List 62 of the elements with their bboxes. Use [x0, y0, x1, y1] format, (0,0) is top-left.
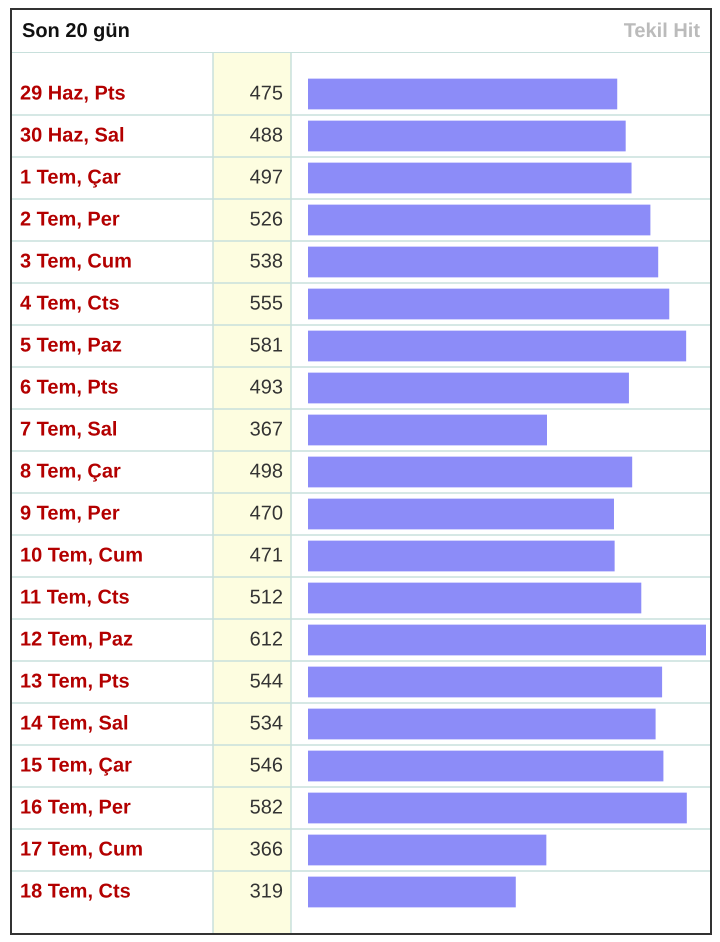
y-tick-label: 3 Tem, Cum — [20, 250, 132, 273]
bar — [308, 792, 687, 824]
bar — [308, 204, 650, 236]
data-label: 493 — [250, 376, 283, 399]
y-tick-label: 15 Tem, Çar — [20, 754, 132, 777]
y-tick-label: 6 Tem, Pts — [20, 376, 119, 399]
y-tick-label: 14 Tem, Sal — [20, 712, 129, 735]
y-tick-label: 8 Tem, Çar — [20, 460, 121, 483]
data-label: 498 — [250, 460, 283, 483]
data-label: 512 — [250, 586, 283, 609]
data-label: 534 — [250, 712, 283, 735]
data-label: 497 — [250, 166, 283, 189]
bar — [308, 876, 516, 908]
y-tick-label: 17 Tem, Cum — [20, 838, 143, 861]
y-tick-label: 4 Tem, Cts — [20, 292, 120, 315]
bar — [308, 246, 658, 278]
bar — [308, 78, 618, 110]
data-label: 544 — [250, 670, 283, 693]
data-label: 538 — [250, 250, 283, 273]
bar — [308, 456, 632, 488]
y-tick-label: 1 Tem, Çar — [20, 166, 121, 189]
bar — [308, 582, 642, 614]
y-tick-label: 13 Tem, Pts — [20, 670, 130, 693]
data-label: 366 — [250, 838, 283, 861]
data-label: 581 — [250, 334, 283, 357]
bar — [308, 162, 632, 194]
data-label: 555 — [250, 292, 283, 315]
bar — [308, 666, 662, 698]
data-label: 488 — [250, 124, 283, 147]
bar — [308, 834, 546, 866]
y-tick-label: 2 Tem, Per — [20, 208, 120, 231]
y-tick-label: 10 Tem, Cum — [20, 544, 143, 567]
data-label: 526 — [250, 208, 283, 231]
bar — [308, 498, 614, 530]
data-label: 471 — [250, 544, 283, 567]
data-label: 470 — [250, 502, 283, 525]
data-label: 546 — [250, 754, 283, 777]
y-tick-label: 9 Tem, Per — [20, 502, 120, 525]
data-label: 319 — [250, 880, 283, 903]
data-label: 475 — [250, 82, 283, 105]
bar — [308, 330, 686, 362]
data-label: 367 — [250, 418, 283, 441]
data-label: 612 — [250, 628, 283, 651]
bar — [308, 120, 626, 152]
data-label: 582 — [250, 796, 283, 819]
y-tick-label: 29 Haz, Pts — [20, 82, 126, 105]
bar — [308, 750, 664, 782]
text: Son 20 gün — [22, 20, 130, 42]
y-tick-label: 12 Tem, Paz — [20, 628, 134, 651]
y-tick-label: 11 Tem, Cts — [20, 586, 130, 609]
bar — [308, 372, 629, 404]
bar — [308, 414, 547, 446]
bar — [308, 624, 706, 656]
y-tick-label: 16 Tem, Per — [20, 796, 132, 819]
y-tick-label: 18 Tem, Cts — [20, 880, 131, 903]
bar — [308, 708, 656, 740]
x-axis-title: Tekil Hit — [624, 20, 700, 42]
y-tick-label: 5 Tem, Paz — [20, 334, 122, 357]
bar — [308, 288, 670, 320]
y-tick-label: 30 Haz, Sal — [20, 124, 125, 147]
bar — [308, 540, 615, 572]
y-tick-label: 7 Tem, Sal — [20, 418, 118, 441]
